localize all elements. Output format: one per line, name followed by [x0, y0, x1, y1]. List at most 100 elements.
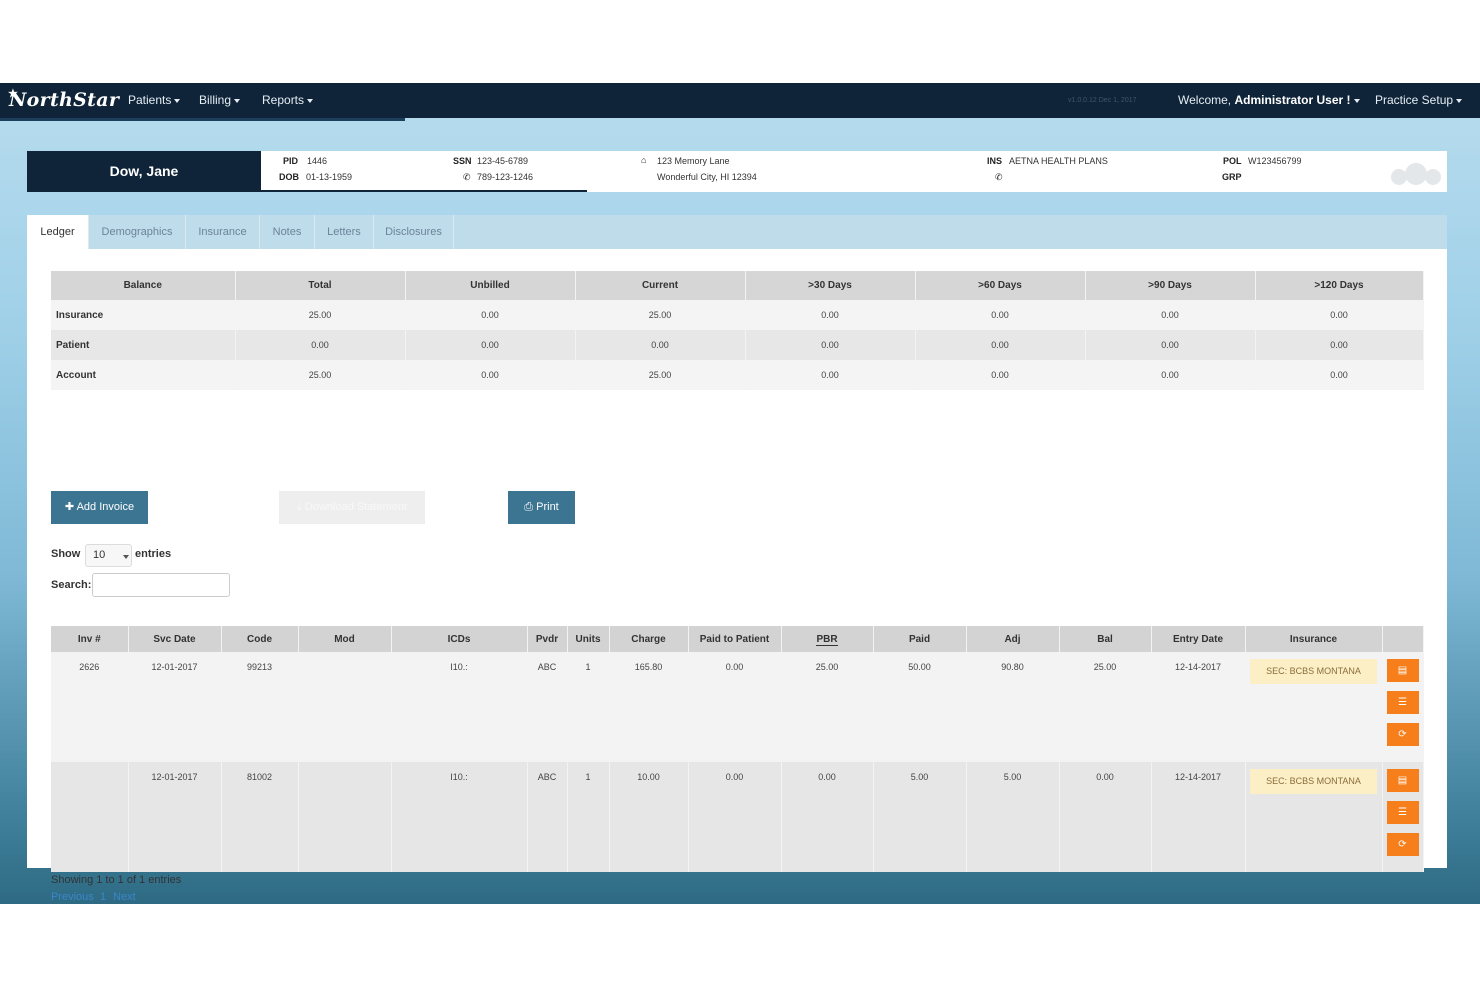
insurance-badge[interactable]: SEC: BCBS MONTANA	[1250, 769, 1377, 794]
table-cell: 0.00	[915, 330, 1086, 360]
pid-value: 1446	[307, 156, 328, 166]
balance-col-header: >90 Days	[1085, 271, 1256, 300]
caret-down-icon	[1353, 98, 1360, 103]
table-cell: 12-01-2017	[128, 762, 222, 872]
caret-down-icon	[1456, 98, 1463, 103]
tab-ledger[interactable]: Ledger	[27, 215, 89, 249]
pagination-page-1[interactable]: 1	[100, 891, 107, 903]
caret-down-icon	[307, 98, 314, 103]
pid-label: PID	[283, 156, 299, 166]
balance-summary-table: Balance Total Unbilled Current >30 Days …	[51, 271, 1424, 390]
table-cell: 0.00	[405, 360, 576, 390]
invoice-col-header[interactable]: Paid	[873, 626, 967, 652]
invoice-col-header[interactable]: Entry Date	[1151, 626, 1246, 652]
tab-letters[interactable]: Letters	[315, 215, 374, 249]
nav-patients-menu[interactable]: Patients	[128, 83, 181, 118]
ssn-value: 123-45-6789	[477, 156, 529, 166]
document-icon[interactable]: ▤	[1386, 659, 1419, 682]
table-cell: 25.00	[235, 300, 406, 330]
table-cell: 0.00	[1255, 330, 1424, 360]
refresh-icon[interactable]: ⟳	[1386, 723, 1419, 746]
table-cell: 0.00	[745, 300, 916, 330]
row-actions-cell: ▤ ☰ ⟳	[1382, 762, 1424, 872]
refresh-icon[interactable]: ⟳	[1386, 833, 1419, 856]
invoice-col-header[interactable]: Insurance	[1245, 626, 1383, 652]
ledger-panel: Ledger Demographics Insurance Notes Lett…	[27, 215, 1447, 903]
tab-disclosures[interactable]: Disclosures	[374, 215, 454, 249]
download-statement-label: Download Statement	[304, 501, 408, 513]
app-window: ★ NorthStar Patients Billing Reports v1.0…	[0, 83, 1480, 904]
invoice-col-header[interactable]: Inv #	[51, 626, 129, 652]
print-icon: ⎙	[524, 501, 534, 513]
table-cell: 90.80	[966, 652, 1060, 762]
table-cell: 25.00	[1059, 652, 1152, 762]
pagination-next[interactable]: Next	[113, 891, 136, 903]
table-cell: 0.00	[405, 330, 576, 360]
document-icon[interactable]: ▤	[1386, 769, 1419, 792]
balance-header-row: Balance Total Unbilled Current >30 Days …	[51, 271, 1424, 300]
table-cell	[298, 762, 392, 872]
table-cell: 0.00	[575, 330, 746, 360]
user-menu[interactable]: Welcome, Administrator User !	[1178, 83, 1360, 118]
table-cell: SEC: BCBS MONTANA	[1245, 762, 1383, 872]
tab-insurance[interactable]: Insurance	[186, 215, 260, 249]
caret-down-icon	[174, 98, 181, 103]
invoice-col-header[interactable]: Pvdr	[527, 626, 568, 652]
balance-row-account: Account 25.00 0.00 25.00 0.00 0.00 0.00 …	[51, 360, 1424, 390]
table-cell: 25.00	[781, 652, 874, 762]
table-cell: ABC	[527, 652, 568, 762]
table-cell: 1	[567, 652, 610, 762]
phone-value: 789-123-1246	[477, 172, 534, 182]
address-line-1: 123 Memory Lane	[657, 156, 730, 166]
northstar-logo[interactable]: ★ NorthStar	[8, 87, 119, 113]
nav-billing-menu[interactable]: Billing	[199, 83, 241, 118]
list-icon[interactable]: ☰	[1386, 801, 1419, 824]
invoice-col-header[interactable]: Mod	[298, 626, 392, 652]
ins-value: AETNA HEALTH PLANS	[1009, 156, 1108, 166]
invoice-col-header[interactable]: Bal	[1059, 626, 1152, 652]
table-cell: 0.00	[688, 652, 782, 762]
pagination-previous[interactable]: Previous	[51, 891, 94, 903]
table-cell: 25.00	[575, 360, 746, 390]
table-cell: 0.00	[745, 360, 916, 390]
tab-demographics[interactable]: Demographics	[89, 215, 186, 249]
table-cell: Account	[51, 360, 236, 390]
invoice-col-header[interactable]: PBR	[781, 626, 874, 652]
table-cell: 10.00	[609, 762, 689, 872]
table-cell: I10.:	[391, 652, 528, 762]
table-cell: 0.00	[235, 330, 406, 360]
table-cell: 5.00	[966, 762, 1060, 872]
invoice-col-header[interactable]: Paid to Patient	[688, 626, 782, 652]
invoice-col-header[interactable]: Code	[221, 626, 299, 652]
nav-patients-label: Patients	[128, 93, 172, 107]
invoice-col-header[interactable]: Svc Date	[128, 626, 222, 652]
invoice-col-header[interactable]: Charge	[609, 626, 689, 652]
add-invoice-button[interactable]: ✚ Add Invoice	[51, 491, 148, 524]
nav-reports-menu[interactable]: Reports	[262, 83, 314, 118]
invoice-col-header	[1382, 626, 1424, 652]
entries-per-page-select[interactable]: 10	[85, 544, 132, 567]
table-cell: 0.00	[1255, 360, 1424, 390]
search-input[interactable]	[92, 573, 230, 597]
dob-value: 01-13-1959	[306, 172, 353, 182]
insurance-badge[interactable]: SEC: BCBS MONTANA	[1250, 659, 1377, 684]
search-label: Search:	[51, 579, 92, 591]
balance-row-patient: Patient 0.00 0.00 0.00 0.00 0.00 0.00 0.…	[51, 330, 1424, 360]
table-cell: 12-01-2017	[128, 652, 222, 762]
print-button[interactable]: ⎙ Print	[508, 491, 575, 524]
row-actions-cell: ▤ ☰ ⟳	[1382, 652, 1424, 762]
practice-setup-menu[interactable]: Practice Setup	[1375, 83, 1463, 118]
table-cell: I10.:	[391, 762, 528, 872]
dob-label: DOB	[279, 172, 299, 182]
invoice-col-header[interactable]: Units	[567, 626, 610, 652]
invoice-col-header[interactable]: ICDs	[391, 626, 528, 652]
tab-notes[interactable]: Notes	[260, 215, 315, 249]
download-statement-button[interactable]: ⤓ Download Statement	[279, 491, 425, 524]
table-cell: 81002	[221, 762, 299, 872]
invoice-col-header[interactable]: Adj	[966, 626, 1060, 652]
nav-reports-label: Reports	[262, 93, 305, 107]
balance-col-header: >60 Days	[915, 271, 1086, 300]
grp-label: GRP	[1222, 172, 1242, 182]
list-icon[interactable]: ☰	[1386, 691, 1419, 714]
table-cell: 25.00	[235, 360, 406, 390]
